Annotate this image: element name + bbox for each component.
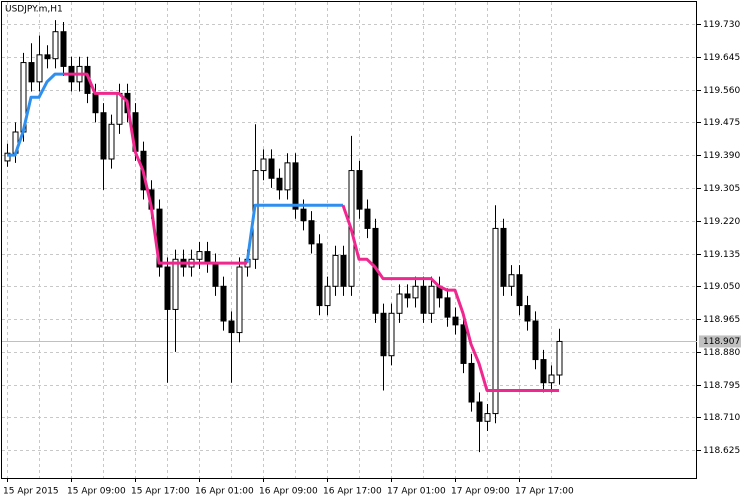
candle-body: [396, 293, 403, 314]
y-tick-label: 119.645: [703, 53, 740, 63]
candle-body: [420, 285, 427, 314]
candle-body: [388, 312, 395, 357]
candle-body: [52, 31, 59, 60]
candle-body: [300, 208, 307, 222]
candle-body: [404, 293, 411, 299]
y-tick-label: 118.880: [703, 348, 740, 358]
indicator-line: [63, 72, 559, 392]
candle-body: [92, 92, 99, 114]
candle-body: [196, 251, 203, 260]
candle-body: [468, 362, 475, 403]
candle-body: [532, 320, 539, 361]
candle-body: [228, 320, 235, 334]
candle-body: [220, 285, 227, 322]
chart-title: USDJPY.m,H1: [5, 5, 63, 15]
candle-body: [284, 162, 291, 191]
candle-body: [172, 258, 179, 310]
candle-body: [4, 152, 11, 162]
candle-body: [324, 285, 331, 307]
y-tick-label: 119.390: [703, 151, 740, 161]
candle-body: [260, 158, 267, 172]
candle-body: [492, 227, 499, 415]
x-tick-label: 17 Apr 17:00: [515, 487, 574, 497]
candle-body: [412, 285, 419, 299]
candle-body: [268, 158, 275, 179]
candle-body: [452, 316, 459, 326]
y-tick-label: 119.475: [703, 118, 740, 128]
y-tick-label: 119.730: [703, 20, 740, 30]
y-tick-label: 118.710: [703, 413, 740, 423]
candle-body: [276, 177, 283, 191]
x-tick-label: 16 Apr 09:00: [259, 487, 318, 497]
candle-body: [28, 62, 35, 83]
y-tick-label: 118.795: [703, 381, 740, 391]
x-tick-label: 16 Apr 01:00: [195, 487, 254, 497]
candle-body: [44, 54, 51, 60]
x-tick-label: 15 Apr 17:00: [131, 487, 190, 497]
x-tick-label: 15 Apr 09:00: [67, 487, 126, 497]
candle-body: [356, 170, 363, 210]
candle-body: [116, 92, 123, 125]
indicator-line: [7, 72, 343, 264]
candle-body: [524, 305, 531, 322]
candle-body: [476, 401, 483, 422]
candle-body: [516, 274, 523, 307]
y-tick-label: 119.560: [703, 86, 740, 96]
candle-body: [540, 359, 547, 384]
candle-body: [204, 251, 211, 264]
y-tick-label: 119.220: [703, 217, 740, 227]
x-tick-label: 17 Apr 09:00: [451, 487, 510, 497]
y-tick-label: 118.965: [703, 315, 740, 325]
candle-body: [60, 31, 67, 67]
y-tick-label: 118.625: [703, 446, 740, 456]
current-price-label: 118.907: [703, 337, 740, 347]
candle-body: [556, 340, 563, 376]
x-tick-label: 15 Apr 2015: [3, 487, 59, 497]
x-tick-label: 17 Apr 01:00: [387, 487, 446, 497]
candle-body: [308, 220, 315, 245]
candle-body: [500, 227, 507, 287]
candle-body: [484, 413, 491, 422]
candle-body: [340, 254, 347, 287]
candle-body: [164, 266, 171, 310]
plot-frame: [1, 1, 697, 479]
candle-body: [428, 285, 435, 314]
candle-body: [548, 374, 555, 384]
current-price-box: [699, 335, 741, 348]
candle-body: [236, 266, 243, 334]
candle-body: [292, 162, 299, 210]
x-tick-label: 16 Apr 17:00: [323, 487, 382, 497]
candle-body: [36, 54, 43, 83]
candle-body: [508, 274, 515, 287]
y-tick-label: 119.305: [703, 184, 740, 194]
candle-body: [108, 123, 115, 160]
y-tick-label: 119.135: [703, 250, 740, 260]
candle-body: [212, 262, 219, 287]
candle-body: [364, 208, 371, 229]
candle-body: [444, 297, 451, 318]
candle-body: [100, 112, 107, 160]
candle-body: [460, 324, 467, 364]
y-tick-label: 119.050: [703, 282, 740, 292]
candle-body: [332, 254, 339, 287]
candle-body: [316, 243, 323, 307]
candle-body: [380, 312, 387, 357]
